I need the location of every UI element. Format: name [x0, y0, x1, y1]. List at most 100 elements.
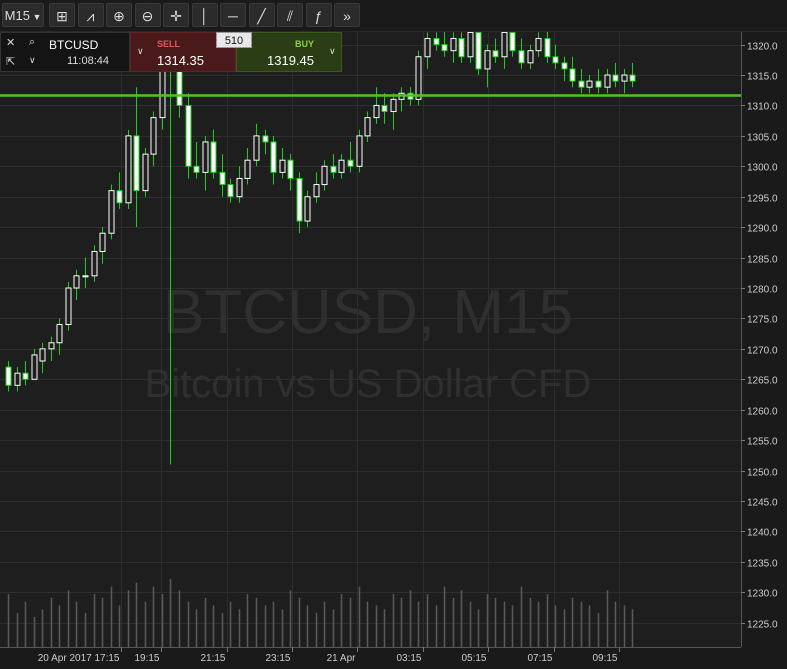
- candle-body-bearish: [552, 56, 559, 64]
- candle: [73, 269, 80, 301]
- candle-body-bearish: [492, 50, 499, 58]
- candle: [313, 172, 320, 203]
- candle: [125, 129, 132, 209]
- candle-body-bearish: [219, 171, 226, 186]
- candle-body-bullish: [108, 190, 115, 234]
- spread-badge: 510: [216, 32, 252, 48]
- candle-body-bearish: [227, 184, 234, 198]
- candle-body-bullish: [202, 141, 209, 173]
- candle: [338, 154, 345, 179]
- search-icon[interactable]: ⌕: [29, 36, 36, 48]
- candle-body-bullish: [484, 50, 491, 70]
- candle: [116, 172, 123, 209]
- candle-body-bullish: [364, 117, 371, 137]
- price-tick-label: 1300.0: [747, 163, 778, 174]
- candle-body-bullish: [313, 184, 320, 198]
- candle: [629, 62, 636, 88]
- candle: [569, 56, 576, 88]
- price-tick-label: 1310.0: [747, 102, 778, 113]
- candle: [82, 257, 89, 288]
- time-axis-background: [0, 647, 787, 669]
- candle-body-bullish: [338, 159, 345, 173]
- price-tick-label: 1290.0: [747, 224, 778, 235]
- crosshair-icon[interactable]: ✛: [163, 3, 189, 27]
- candle: [39, 342, 46, 374]
- trendline-icon[interactable]: ╱: [248, 3, 275, 27]
- sell-price: 1314.35: [157, 53, 204, 68]
- candle-body-bearish: [296, 177, 303, 222]
- timeframe-dropdown[interactable]: M15 ▼: [2, 3, 44, 27]
- candle-body-bullish: [450, 38, 457, 52]
- candle-body-bullish: [150, 117, 157, 155]
- candle: [304, 190, 311, 228]
- chart-watermark: BTCUSD, M15 Bitcoin vs US Dollar CFD: [145, 278, 592, 406]
- candle: [65, 281, 72, 331]
- price-tick-label: 1235.0: [747, 559, 778, 570]
- popout-icon[interactable]: ⇱: [6, 56, 16, 68]
- zoom-in-icon[interactable]: ⊕: [106, 3, 132, 27]
- candle: [22, 361, 29, 386]
- candle-body-bullish: [159, 68, 166, 119]
- candle-body-bullish: [424, 38, 431, 58]
- candle-body-bullish: [467, 31, 474, 58]
- candle-body-bullish: [31, 354, 38, 380]
- candle: [544, 26, 551, 63]
- candle: [415, 50, 422, 106]
- buy-button[interactable]: BUY 1319.45 ∨: [236, 32, 342, 72]
- chevron-down-icon[interactable]: ∨: [137, 46, 144, 56]
- candle: [108, 184, 115, 240]
- vertical-line-icon[interactable]: │: [191, 3, 218, 27]
- candle: [321, 160, 328, 191]
- trade-panel: ✕ ⌕ ⇱ ∨ BTCUSD 11:08:44 ∨ SELL 1314.35 B…: [0, 32, 342, 72]
- chevron-down-icon[interactable]: ∨: [329, 46, 336, 56]
- candle-body-bullish: [142, 153, 149, 192]
- time-tick-label: 09:15: [592, 653, 617, 664]
- candle-body-bearish: [433, 38, 440, 46]
- fast-forward-icon[interactable]: »: [334, 3, 360, 27]
- candle-body-bearish: [518, 50, 525, 64]
- server-time: 11:08:44: [67, 55, 110, 67]
- candle-body-bearish: [347, 159, 354, 167]
- close-icon[interactable]: ✕: [6, 37, 16, 49]
- candle: [14, 367, 21, 392]
- buy-label: BUY: [295, 39, 315, 49]
- horizontal-line-icon[interactable]: ─: [220, 3, 246, 27]
- candle-body-bullish: [501, 31, 508, 58]
- candle: [595, 68, 602, 94]
- candle: [484, 44, 491, 88]
- candle-body-bearish: [381, 104, 388, 113]
- candle-body-bullish: [236, 177, 243, 198]
- symbol-box: ✕ ⌕ ⇱ ∨ BTCUSD 11:08:44: [0, 32, 130, 72]
- candle: [518, 38, 525, 69]
- candle: [612, 62, 619, 88]
- time-axis[interactable]: 20 Apr 2017 17:15 19:15 21:15 23:15 21 Apr 03…: [0, 647, 787, 669]
- chevron-down-icon[interactable]: ∨: [29, 55, 36, 65]
- candle-body-bullish: [65, 287, 72, 326]
- candle-body-bullish: [125, 135, 132, 204]
- candle-body-bullish: [535, 38, 542, 52]
- candle-body-bearish: [210, 141, 217, 173]
- channel-icon[interactable]: ⫽: [277, 3, 303, 27]
- candle-body-bearish: [509, 31, 516, 52]
- candle: [398, 87, 405, 112]
- price-tick-label: 1285.0: [747, 255, 778, 266]
- candle: [185, 93, 192, 179]
- candle-body-bearish: [544, 38, 551, 58]
- price-axis[interactable]: 1225.0 1230.0 1235.0 1240.0 1245.0 1250.0 1255…: [741, 0, 787, 669]
- candle: [364, 111, 371, 142]
- candle-body-bullish: [56, 324, 63, 344]
- time-tick-label: 23:15: [265, 653, 290, 664]
- time-tick-label: 21:15: [200, 653, 225, 664]
- chart-type-icon[interactable]: ⩘: [77, 3, 104, 27]
- candle: [31, 348, 38, 380]
- indicator-icon[interactable]: ƒ: [305, 3, 332, 27]
- zoom-out-icon[interactable]: ⊖: [134, 3, 161, 27]
- candle: [501, 26, 508, 69]
- candle: [450, 32, 457, 63]
- candle: [133, 87, 140, 228]
- candle-body-bearish: [578, 80, 585, 88]
- price-axis-background: [741, 0, 787, 669]
- crosshair-bars-icon[interactable]: ⊞: [49, 3, 75, 27]
- candle: [578, 68, 585, 94]
